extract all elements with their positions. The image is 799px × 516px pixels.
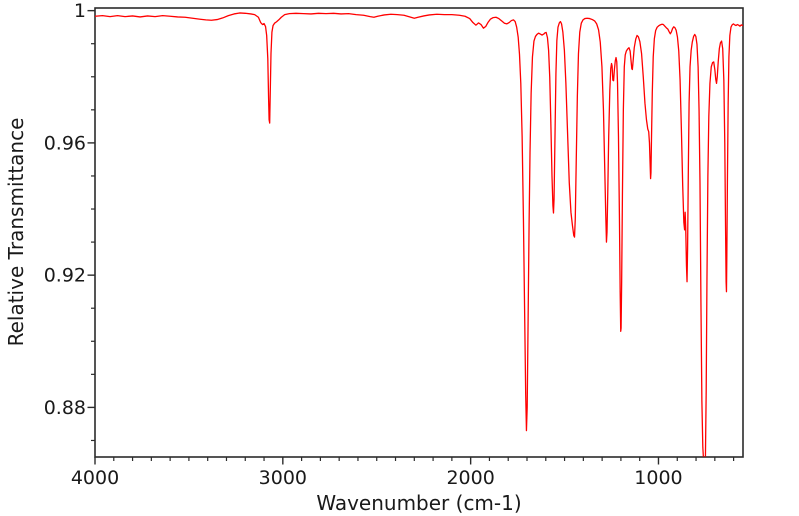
y-tick-label: 0.92 [44,265,86,287]
x-tick-label: 4000 [71,467,119,489]
x-tick-label: 3000 [259,467,307,489]
plot-generated: 4000 3000 2000 1000 1 0.96 0.92 0.88 [44,0,744,489]
y-tick-label: 0.96 [44,132,86,154]
x-axis-title: Wavenumber (cm-1) [316,491,521,515]
x-tick-label: 1000 [634,467,682,489]
plot-frame [94,7,744,458]
y-tick-label: 1 [74,0,86,22]
spectrum-line [95,12,743,457]
y-tick-label: 0.88 [44,397,86,419]
y-axis-title: Relative Transmittance [4,118,28,347]
x-tick-label: 2000 [446,467,494,489]
